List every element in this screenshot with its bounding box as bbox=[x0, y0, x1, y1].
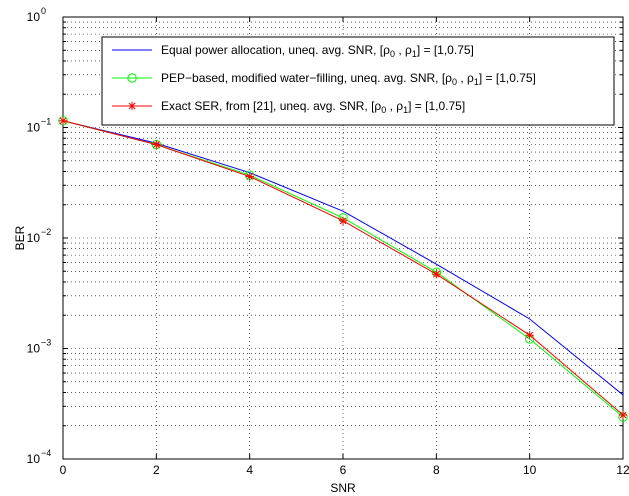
data-point-star bbox=[525, 330, 534, 340]
legend-entry-label: Exact SER, from [21], uneq. avg. SNR, [ρ… bbox=[161, 99, 465, 115]
x-tick-label: 6 bbox=[340, 463, 347, 477]
x-tick-label: 2 bbox=[153, 463, 160, 477]
legend-entry-label: Equal power allocation, uneq. avg. SNR, … bbox=[161, 43, 474, 59]
y-tick-label-exponent: −3 bbox=[41, 338, 51, 348]
data-point-star bbox=[618, 410, 628, 420]
y-tick-label: 10 bbox=[27, 231, 41, 245]
legend-box bbox=[101, 36, 615, 126]
y-tick-label: 10 bbox=[27, 342, 41, 356]
x-tick-label: 10 bbox=[523, 463, 537, 477]
legend-entry-label: PEP−based, modified water−filling, uneq.… bbox=[161, 71, 536, 87]
series-layer bbox=[58, 116, 628, 422]
x-tick-label: 12 bbox=[616, 463, 629, 477]
legend-swatch-marker bbox=[127, 101, 137, 111]
data-point-star bbox=[58, 116, 68, 125]
y-tick-label-exponent: −2 bbox=[41, 227, 51, 237]
y-tick-label: 10 bbox=[27, 121, 41, 135]
legend-swatch-marker bbox=[127, 73, 137, 83]
data-point-star bbox=[338, 216, 348, 226]
y-tick-label: 10 bbox=[27, 452, 41, 466]
data-point-star bbox=[432, 270, 441, 279]
x-tick-label: 8 bbox=[433, 463, 440, 477]
x-tick-label: 4 bbox=[246, 463, 253, 477]
y-axis-label: BER bbox=[13, 225, 27, 250]
series-line-3 bbox=[62, 120, 624, 416]
data-point-star bbox=[245, 172, 254, 181]
y-tick-label-exponent: 0 bbox=[41, 6, 46, 16]
legend: Equal power allocation, uneq. avg. SNR, … bbox=[101, 36, 615, 126]
x-tick-label: 0 bbox=[60, 463, 67, 477]
data-point-star bbox=[152, 140, 161, 149]
y-tick-label-exponent: −1 bbox=[41, 117, 51, 127]
y-tick-label-exponent: −4 bbox=[41, 448, 51, 458]
y-tick-label: 10 bbox=[27, 10, 41, 24]
x-axis-label: SNR bbox=[330, 481, 356, 495]
